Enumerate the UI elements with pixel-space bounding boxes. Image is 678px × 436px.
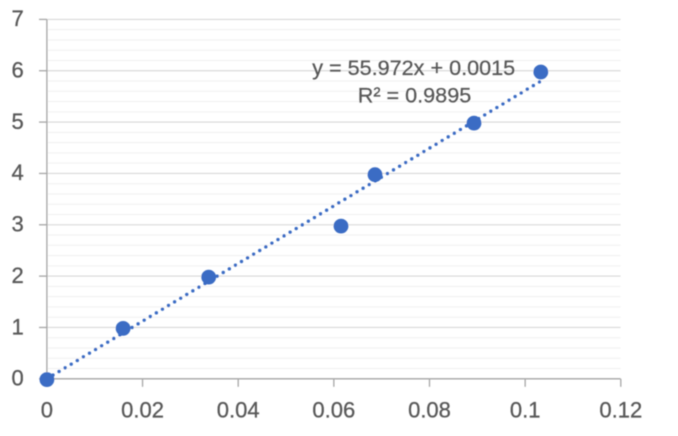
svg-text:0.02: 0.02 [121,398,164,423]
svg-text:0.04: 0.04 [217,398,260,423]
svg-text:0.1: 0.1 [510,398,541,423]
svg-text:0: 0 [12,366,24,391]
svg-text:4: 4 [12,160,24,185]
svg-text:2: 2 [12,263,24,288]
svg-text:0: 0 [41,398,53,423]
svg-text:1: 1 [12,314,24,339]
svg-text:3: 3 [12,212,24,237]
svg-text:R² = 0.9895: R² = 0.9895 [358,83,471,108]
svg-text:y = 55.972x + 0.0015: y = 55.972x + 0.0015 [312,55,515,80]
svg-text:6: 6 [12,58,24,83]
svg-text:0.08: 0.08 [408,398,451,423]
svg-text:0.06: 0.06 [312,398,355,423]
svg-text:0.12: 0.12 [599,398,642,423]
svg-text:7: 7 [12,6,24,31]
svg-text:5: 5 [12,109,24,134]
